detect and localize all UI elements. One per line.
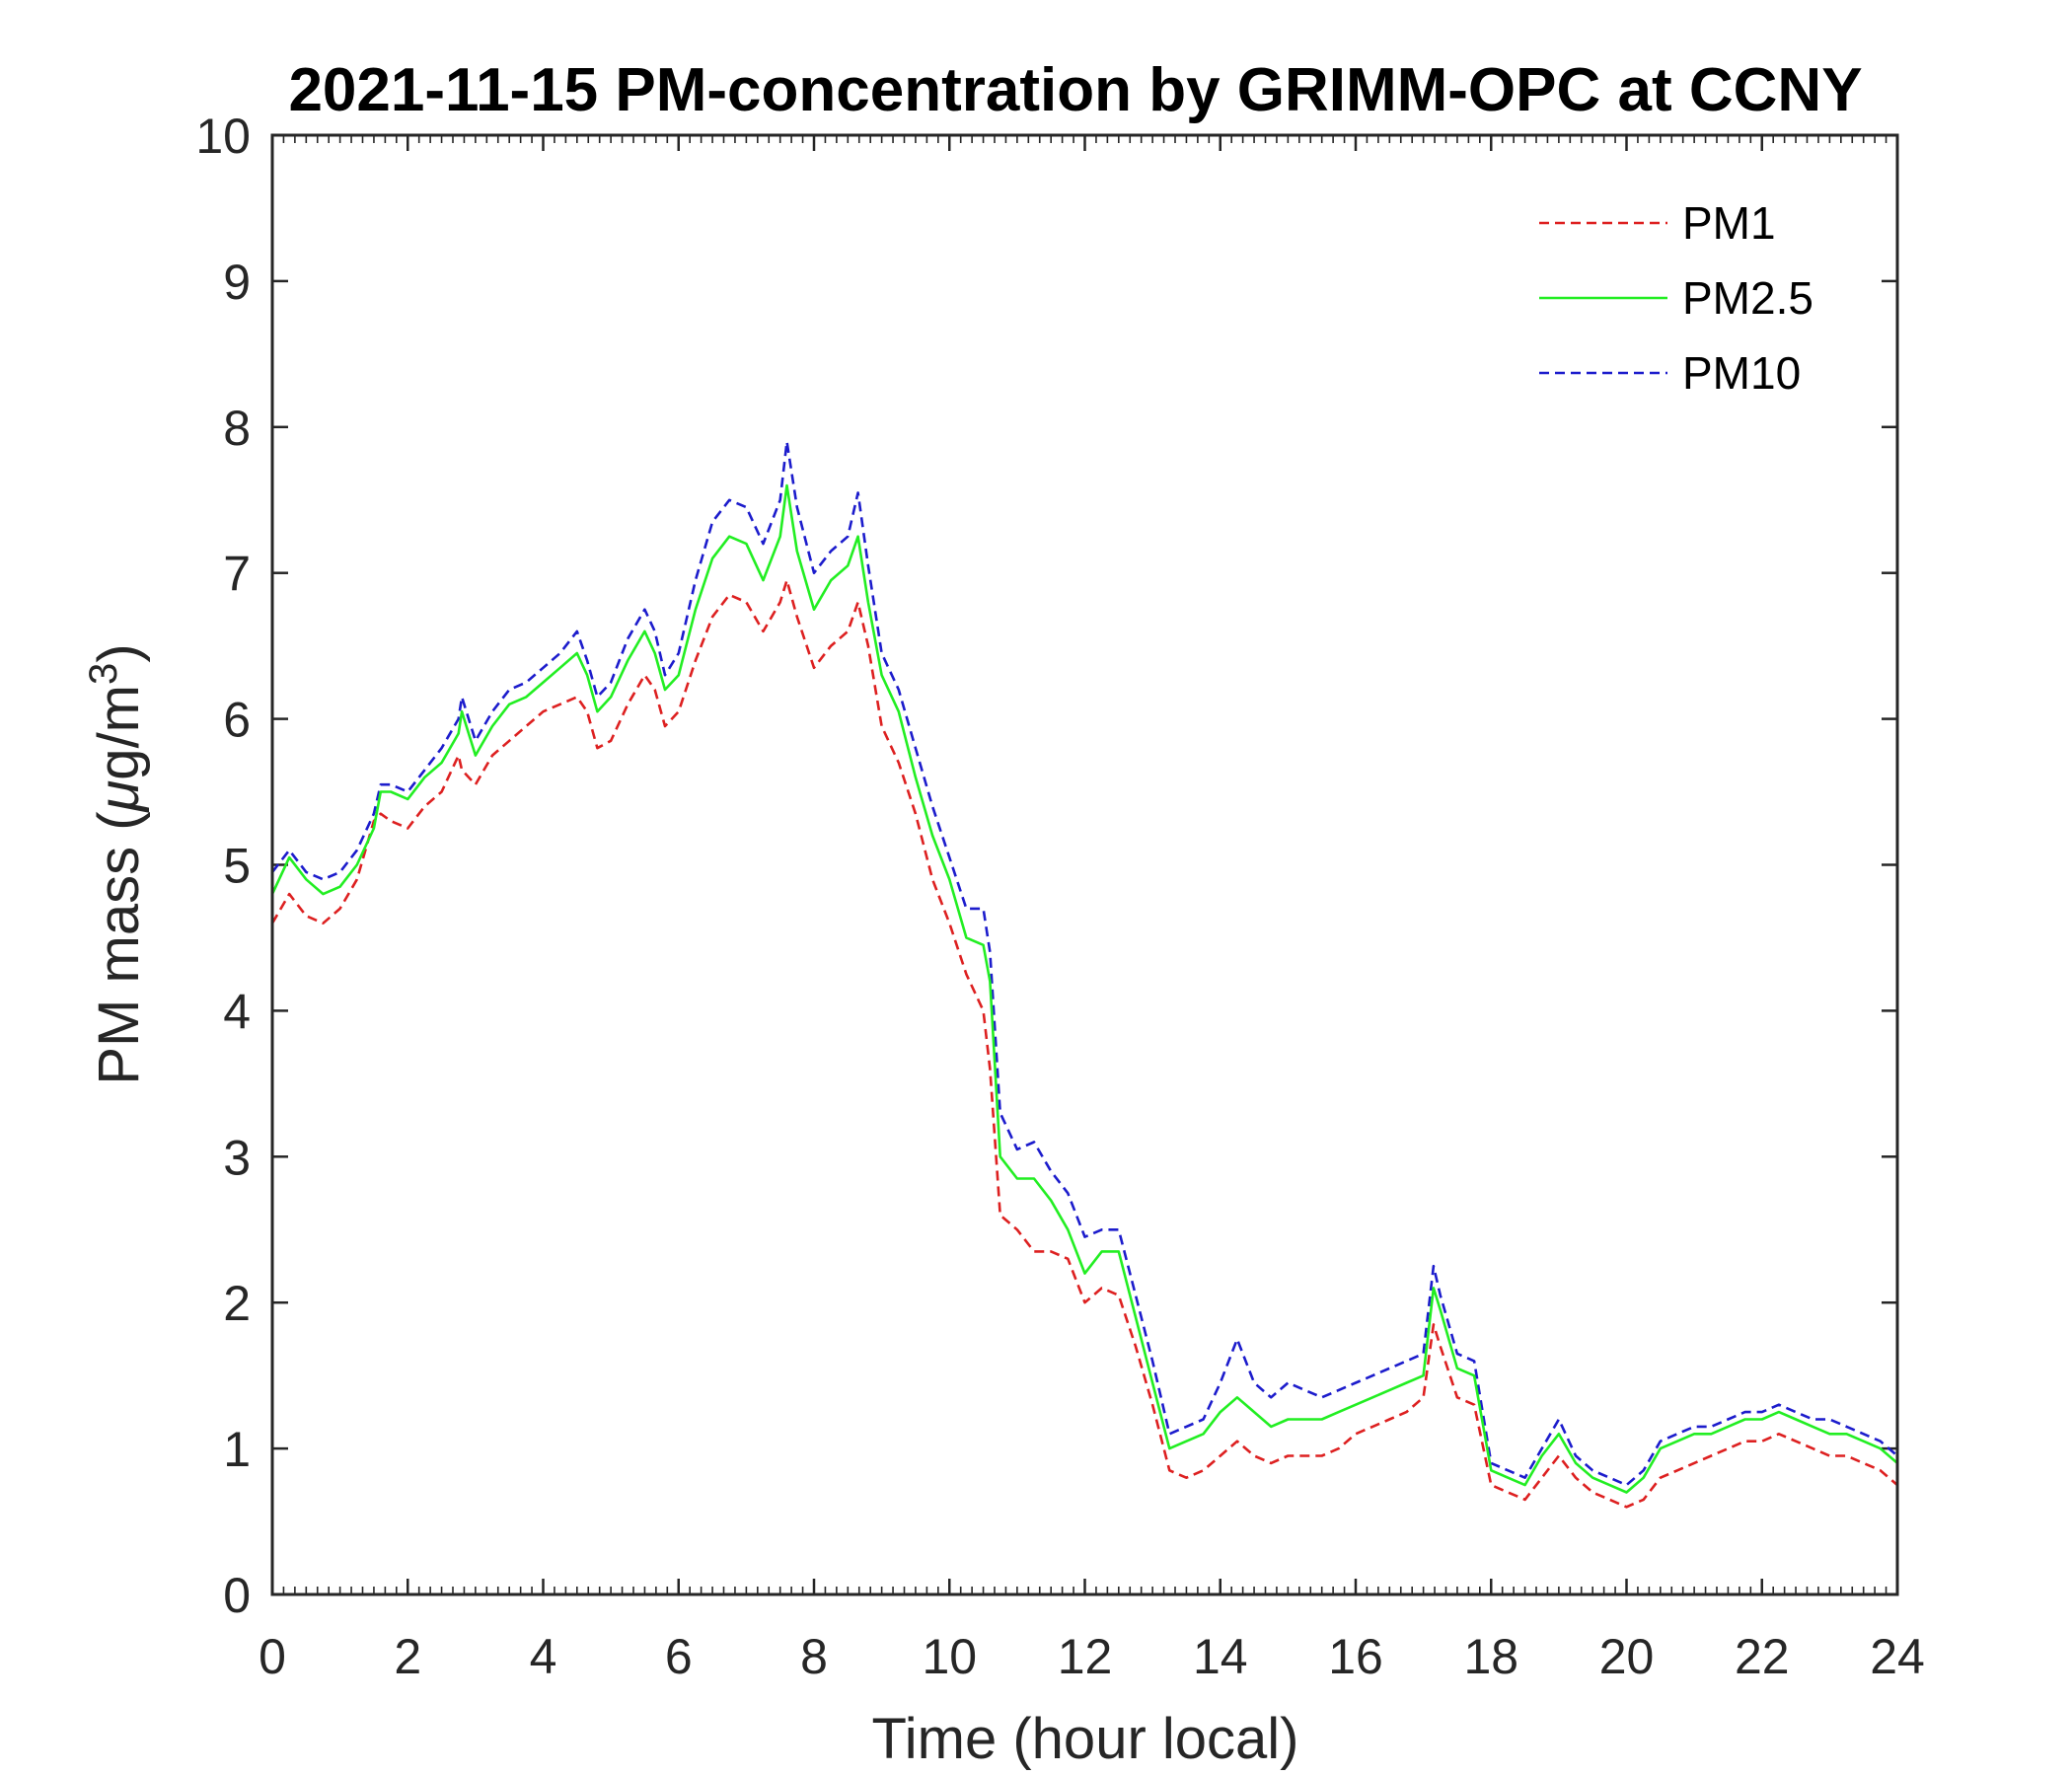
x-tick-label: 6 — [665, 1629, 693, 1684]
x-tick-label: 8 — [800, 1629, 828, 1684]
y-tick-label: 8 — [223, 401, 251, 456]
legend: PM1 PM2.5 PM10 — [1539, 197, 1813, 399]
y-tick-label: 7 — [223, 547, 251, 602]
legend-label-pm1: PM1 — [1682, 197, 1776, 249]
series-layer — [270, 440, 1898, 1509]
y-tick-label: 3 — [223, 1130, 251, 1185]
series-line-pm10 — [270, 440, 1898, 1487]
x-tick-label: 18 — [1463, 1629, 1518, 1684]
x-tick-label: 24 — [1870, 1629, 1925, 1684]
x-tick-label: 0 — [259, 1629, 286, 1684]
y-axis-label-mu: μ — [87, 780, 151, 814]
y-tick-label: 6 — [223, 693, 251, 748]
x-tick-label: 10 — [922, 1629, 977, 1684]
y-axis-label-unit: g/m — [87, 685, 151, 780]
y-tick-label: 4 — [223, 984, 251, 1039]
x-tick-label: 2 — [394, 1629, 421, 1684]
chart-title: 2021-11-15 PM-concentration by GRIMM-OPC… — [288, 56, 1862, 124]
x-tick-labels: 0 2 4 6 8 10 12 14 16 18 20 22 24 — [259, 1629, 1925, 1684]
x-tick-label: 14 — [1193, 1629, 1248, 1684]
plot-area-frame — [270, 133, 1899, 1596]
legend-label-pm25: PM2.5 — [1682, 272, 1813, 324]
y-tick-label: 1 — [223, 1422, 251, 1477]
series-line-pm25 — [270, 483, 1898, 1494]
y-tick-label: 10 — [195, 109, 251, 164]
y-axis-label-suffix: ) — [87, 643, 151, 662]
y-axis-label-superscript: 3 — [82, 663, 125, 685]
x-tick-label: 12 — [1058, 1629, 1113, 1684]
y-tick-label: 2 — [223, 1276, 251, 1331]
x-tick-label: 22 — [1735, 1629, 1790, 1684]
series-line-pm1 — [270, 578, 1898, 1509]
x-tick-label: 20 — [1599, 1629, 1655, 1684]
y-tick-label: 5 — [223, 839, 251, 894]
y-axis-label-prefix: PM mass ( — [87, 811, 151, 1084]
y-tick-labels: 0 1 2 3 4 5 6 7 8 9 10 — [195, 109, 251, 1623]
x-tick-label: 16 — [1328, 1629, 1383, 1684]
y-tick-label: 9 — [223, 255, 251, 310]
x-tick-label: 4 — [530, 1629, 557, 1684]
legend-label-pm10: PM10 — [1682, 347, 1801, 399]
y-tick-label: 0 — [223, 1568, 251, 1623]
y-axis-label: PM mass (μg/m3) — [82, 643, 151, 1084]
x-axis-label: Time (hour local) — [872, 1707, 1299, 1771]
